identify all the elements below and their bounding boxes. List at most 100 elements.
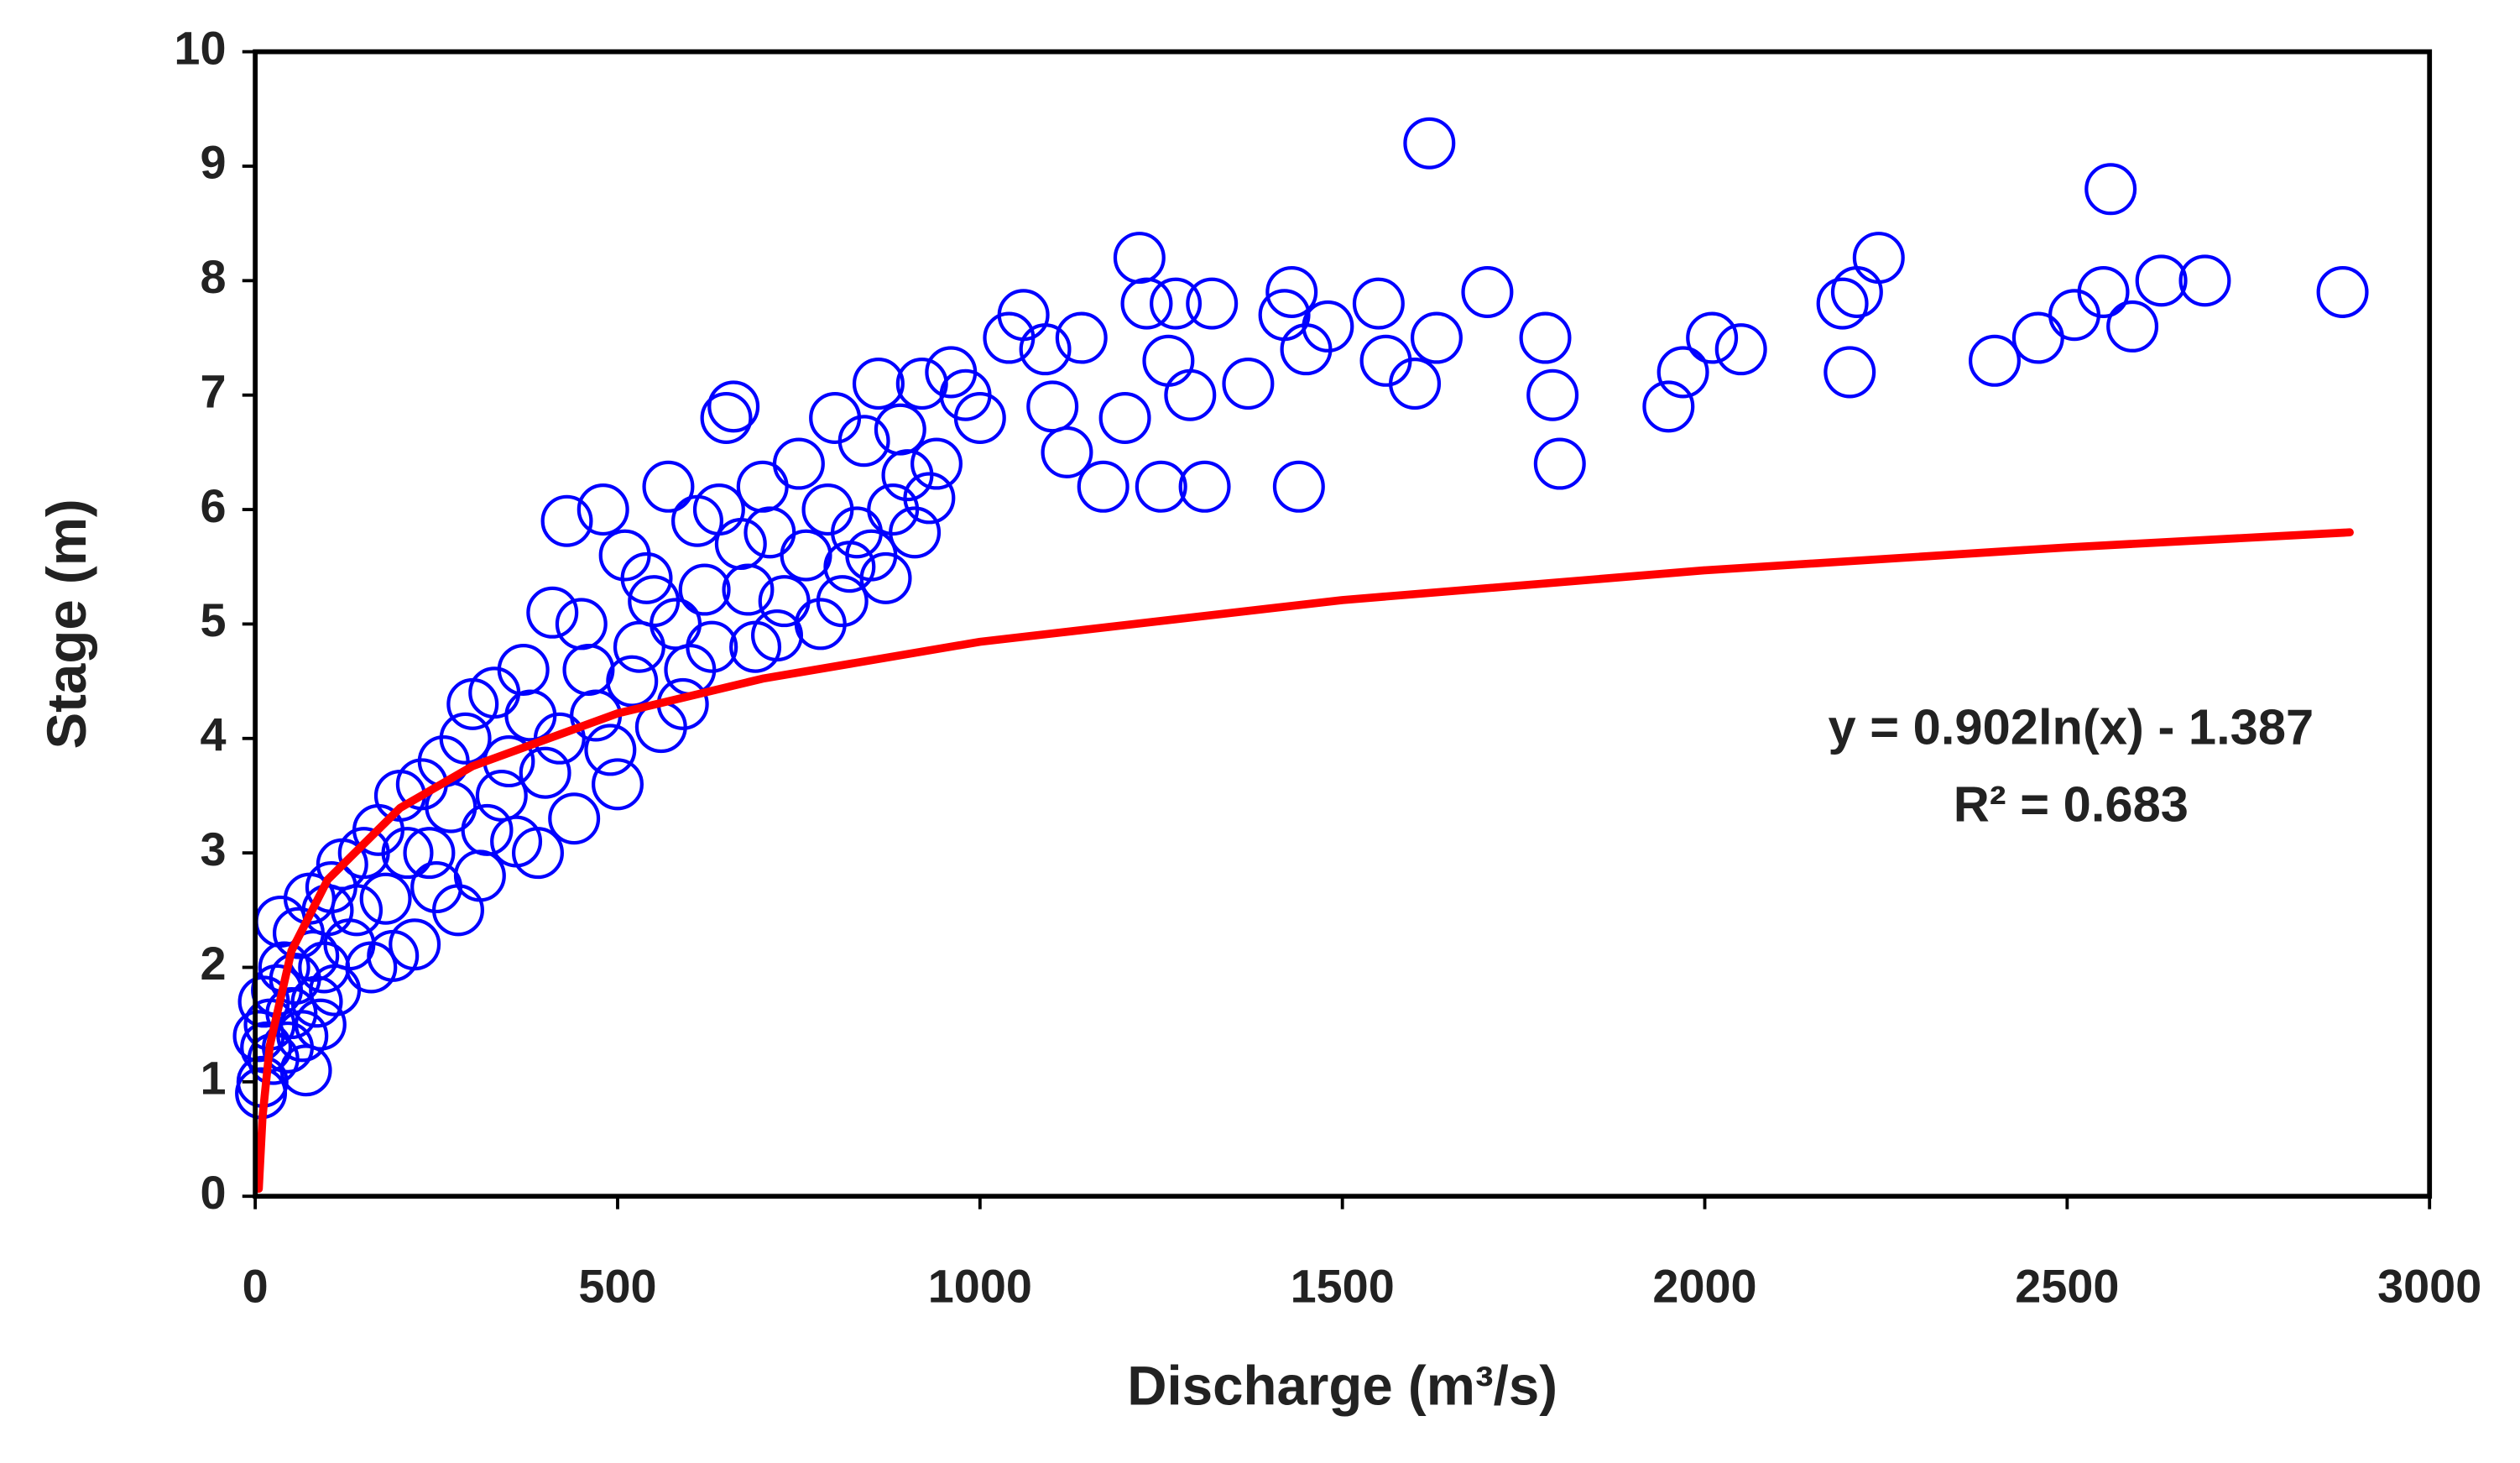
data-point bbox=[1403, 117, 1456, 170]
data-point bbox=[290, 975, 343, 1028]
y-tick-label: 7 bbox=[200, 364, 226, 417]
data-point bbox=[1135, 460, 1187, 513]
data-point bbox=[1026, 380, 1079, 433]
data-point bbox=[816, 575, 869, 628]
data-point bbox=[1816, 277, 1869, 330]
data-point bbox=[2316, 265, 2369, 318]
plot-frame bbox=[253, 49, 2433, 1199]
y-axis-title: Stage (m) bbox=[36, 499, 97, 749]
data-point bbox=[910, 437, 963, 490]
x-axis-title: Discharge (m³/s) bbox=[1127, 1356, 1557, 1417]
data-point bbox=[381, 827, 434, 880]
data-point bbox=[1150, 277, 1203, 330]
data-point bbox=[889, 506, 942, 559]
data-point bbox=[772, 437, 825, 490]
data-point bbox=[743, 506, 796, 559]
data-point bbox=[1222, 358, 1275, 410]
data-point bbox=[1077, 460, 1130, 513]
y-tick-label: 10 bbox=[174, 21, 226, 74]
x-tick-label: 0 bbox=[243, 1260, 269, 1313]
data-point bbox=[707, 380, 760, 433]
y-tick-label: 8 bbox=[200, 250, 226, 303]
data-point bbox=[613, 620, 665, 673]
data-point bbox=[1055, 311, 1108, 364]
data-point bbox=[519, 746, 571, 799]
data-point bbox=[1714, 323, 1767, 376]
y-tick-label: 5 bbox=[200, 593, 226, 646]
data-point bbox=[2077, 265, 2130, 318]
data-point bbox=[555, 598, 608, 651]
x-tick-label: 3000 bbox=[2377, 1260, 2481, 1313]
data-point bbox=[1657, 346, 1709, 399]
data-point bbox=[1830, 265, 1883, 318]
data-point bbox=[262, 1021, 315, 1074]
data-point bbox=[453, 849, 506, 902]
x-tick-label: 500 bbox=[578, 1260, 656, 1313]
data-point bbox=[722, 563, 775, 616]
y-tick-label: 3 bbox=[200, 823, 226, 875]
data-point bbox=[2084, 163, 2137, 216]
data-point bbox=[729, 620, 782, 673]
data-point bbox=[678, 563, 731, 616]
data-point bbox=[1410, 311, 1463, 364]
data-point bbox=[1533, 437, 1586, 490]
data-point bbox=[1098, 391, 1151, 444]
data-point bbox=[1519, 311, 1572, 364]
data-point bbox=[276, 1010, 329, 1063]
data-point bbox=[2011, 311, 2064, 364]
data-point bbox=[232, 1010, 285, 1063]
data-point bbox=[1178, 460, 1231, 513]
y-tick-label: 9 bbox=[200, 136, 226, 189]
data-point bbox=[548, 792, 601, 845]
data-point bbox=[584, 724, 637, 776]
data-point bbox=[642, 460, 695, 513]
data-point bbox=[903, 472, 956, 525]
data-point bbox=[895, 358, 948, 410]
data-point bbox=[1265, 265, 1318, 318]
data-point bbox=[591, 758, 644, 811]
data-point bbox=[1852, 232, 1905, 285]
data-point bbox=[874, 403, 926, 456]
data-point bbox=[359, 872, 412, 925]
data-point bbox=[1461, 265, 1514, 318]
data-point bbox=[410, 861, 463, 914]
data-point bbox=[331, 884, 383, 937]
annotation: R² = 0.683 bbox=[1954, 776, 2189, 833]
x-tick-label: 2500 bbox=[2015, 1260, 2119, 1313]
data-point bbox=[504, 689, 557, 742]
x-tick-label: 1000 bbox=[928, 1260, 1032, 1313]
data-point bbox=[620, 551, 673, 604]
data-point bbox=[1164, 368, 1217, 421]
data-point bbox=[1113, 232, 1166, 285]
data-point bbox=[490, 815, 543, 868]
data-point bbox=[606, 655, 659, 708]
data-point bbox=[1272, 460, 1325, 513]
data-point bbox=[367, 929, 420, 982]
data-point bbox=[577, 483, 629, 536]
data-point bbox=[1019, 323, 1072, 376]
data-point bbox=[1352, 277, 1405, 330]
data-point bbox=[526, 586, 579, 639]
y-tick-label: 2 bbox=[200, 937, 226, 990]
data-point bbox=[1686, 311, 1739, 364]
data-point bbox=[298, 941, 351, 994]
data-point bbox=[562, 643, 615, 696]
data-point bbox=[1302, 300, 1354, 353]
data-point bbox=[1526, 368, 1579, 421]
data-point bbox=[1120, 277, 1173, 330]
data-point bbox=[1186, 277, 1239, 330]
data-point bbox=[2178, 254, 2231, 307]
data-point bbox=[736, 460, 789, 513]
x-tick-label: 1500 bbox=[1291, 1260, 1395, 1313]
data-point bbox=[2135, 254, 2188, 307]
trend-line bbox=[254, 528, 2354, 1194]
data-point bbox=[2106, 300, 2159, 353]
y-tick-label: 0 bbox=[200, 1166, 226, 1219]
data-point bbox=[700, 391, 753, 444]
y-tick-label: 4 bbox=[200, 708, 226, 761]
annotation: y = 0.902ln(x) - 1.387 bbox=[1829, 698, 2314, 755]
data-point bbox=[540, 494, 593, 547]
data-point bbox=[939, 368, 992, 421]
data-point bbox=[845, 529, 898, 582]
